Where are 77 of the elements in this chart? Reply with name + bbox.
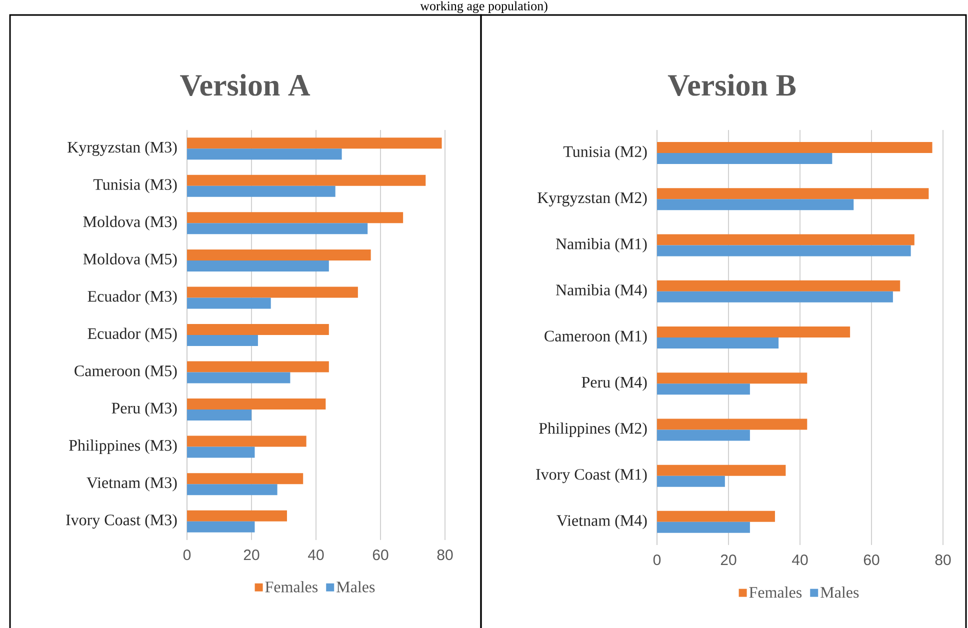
y-tick-label: Namibia (M1) xyxy=(556,238,647,253)
bar xyxy=(187,521,255,532)
chart-title: Version A xyxy=(180,74,310,96)
bar xyxy=(657,372,808,384)
y-tick-label: Cameroon (M5) xyxy=(74,365,177,380)
x-tick-label: 20 xyxy=(244,550,260,560)
bar xyxy=(187,174,426,186)
x-tick-label: 40 xyxy=(308,550,324,560)
bar xyxy=(657,234,914,246)
bar xyxy=(657,199,854,210)
y-tick-label: Philippines (M2) xyxy=(539,422,647,437)
legend-label: Females xyxy=(749,586,802,598)
x-tick-label: 80 xyxy=(935,554,951,566)
bar xyxy=(187,484,278,496)
y-tick-label: Philippines (M3) xyxy=(69,440,177,454)
legend-label: Males xyxy=(820,586,859,598)
bar xyxy=(187,473,304,484)
bar xyxy=(187,260,329,272)
y-tick-label: Kyrgyzstan (M2) xyxy=(538,192,647,206)
y-tick-label: Tunisia (M2) xyxy=(563,146,647,160)
y-tick-label: Peru (M4) xyxy=(582,376,647,391)
y-tick-label: Moldova (M5) xyxy=(83,253,177,268)
y-tick-label: Ecuador (M3) xyxy=(88,290,177,305)
x-tick-label: 20 xyxy=(720,554,736,566)
bar xyxy=(657,522,750,533)
x-tick-label: 60 xyxy=(372,550,388,560)
bar xyxy=(657,384,750,395)
bar xyxy=(657,280,900,292)
y-tick-label: Ecuador (M5) xyxy=(88,328,177,342)
bar xyxy=(657,291,893,302)
bar xyxy=(187,324,329,335)
y-tick-label: Cameroon (M1) xyxy=(544,330,647,345)
chart-title: Version B xyxy=(668,74,796,96)
y-tick-label: Peru (M3) xyxy=(112,402,177,417)
bar xyxy=(187,398,326,410)
bar xyxy=(187,212,404,224)
bar xyxy=(187,223,368,234)
y-tick-label: Ivory Coast (M3) xyxy=(66,514,177,529)
x-tick-label: 80 xyxy=(437,550,453,560)
y-tick-label: Tunisia (M3) xyxy=(93,178,177,194)
x-tick-label: 0 xyxy=(653,554,661,566)
bar xyxy=(187,510,287,522)
y-tick-label: Vietnam (M4) xyxy=(556,514,647,530)
bar xyxy=(187,372,290,384)
bar xyxy=(657,326,850,338)
bar xyxy=(657,510,775,522)
x-tick-label: 40 xyxy=(792,554,808,566)
bar xyxy=(657,337,779,348)
bar xyxy=(657,153,832,164)
bar xyxy=(187,298,271,309)
y-tick-label: Vietnam (M3) xyxy=(86,476,177,492)
bar xyxy=(657,418,808,430)
bar xyxy=(187,361,329,372)
bar xyxy=(657,245,911,256)
y-tick-label: Moldova (M3) xyxy=(83,216,177,230)
legend-label: Females xyxy=(265,581,318,592)
bar xyxy=(657,476,725,487)
bar xyxy=(187,148,342,160)
bar xyxy=(187,334,258,346)
legend-label: Males xyxy=(336,581,375,592)
bar xyxy=(657,188,929,200)
bar xyxy=(187,249,371,260)
bar xyxy=(657,464,786,476)
x-tick-label: 0 xyxy=(183,550,191,560)
bar xyxy=(187,436,306,447)
bar xyxy=(187,286,358,298)
text: working age population) xyxy=(420,1,548,14)
y-tick-label: Namibia (M4) xyxy=(556,284,647,299)
bar xyxy=(657,142,932,154)
y-tick-label: Ivory Coast (M1) xyxy=(536,468,647,484)
bar xyxy=(187,410,252,421)
y-tick-label: Kyrgyzstan (M3) xyxy=(68,141,177,156)
bar xyxy=(657,430,750,441)
bar xyxy=(187,446,255,458)
x-tick-label: 60 xyxy=(864,554,880,566)
bar xyxy=(187,186,336,197)
bar xyxy=(187,138,442,149)
